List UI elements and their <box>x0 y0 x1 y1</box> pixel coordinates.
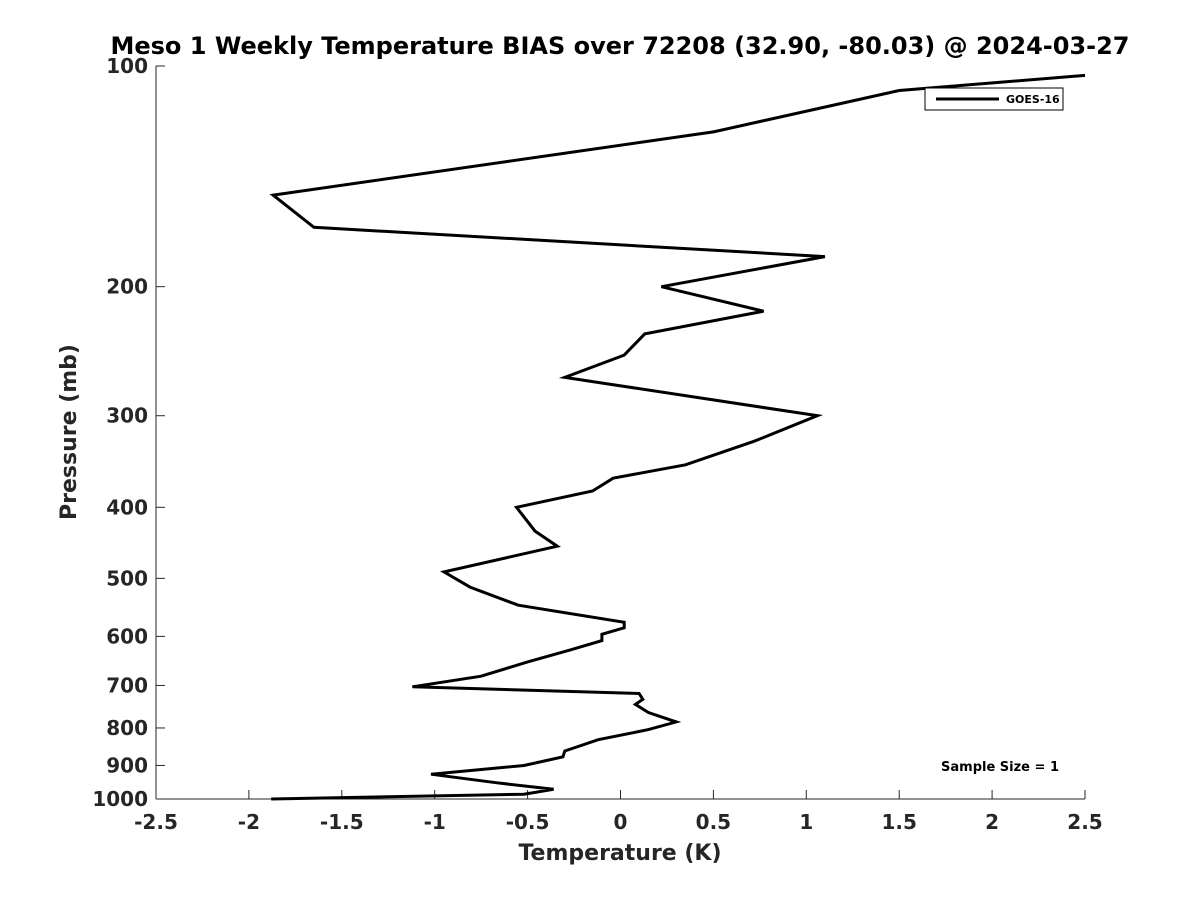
x-tick-label: 0 <box>614 810 628 834</box>
x-tick-label: 1.5 <box>881 810 916 834</box>
y-tick-label: 100 <box>106 54 148 78</box>
x-tick-label: 2 <box>985 810 999 834</box>
legend-label: GOES-16 <box>1006 93 1060 106</box>
legend: GOES-16 <box>924 87 1064 111</box>
y-ticks: 100 200 300 400 500 600 700 800 900 1000 <box>92 54 165 811</box>
x-tick-label: 1 <box>799 810 813 834</box>
series-line <box>269 73 1086 801</box>
x-tick-label: -0.5 <box>506 810 550 834</box>
x-tick-label: -1.5 <box>320 810 364 834</box>
x-tick-label: -1 <box>424 810 446 834</box>
series-layer <box>269 73 1086 801</box>
y-tick-label: 300 <box>106 404 148 428</box>
sample-size-annotation: Sample Size = 1 <box>941 760 1059 775</box>
x-ticks: -2.5 -2 -1.5 -1 -0.5 0 0.5 1 1.5 2 2.5 <box>134 790 1103 834</box>
y-tick-label: 900 <box>106 753 148 777</box>
y-tick-label: 800 <box>106 716 148 740</box>
y-tick-label: 1000 <box>92 787 148 811</box>
x-tick-label: -2.5 <box>134 810 178 834</box>
x-axis-label: Temperature (K) <box>518 841 721 866</box>
plot-area <box>156 66 1085 799</box>
y-tick-label: 600 <box>106 624 148 648</box>
y-axis-label: Pressure (mb) <box>57 344 82 520</box>
y-tick-label: 200 <box>106 275 148 299</box>
x-tick-label: -2 <box>238 810 260 834</box>
y-tick-label: 500 <box>106 566 148 590</box>
y-tick-label: 400 <box>106 495 148 519</box>
x-tick-label: 0.5 <box>696 810 731 834</box>
chart-title: Meso 1 Weekly Temperature BIAS over 7220… <box>110 32 1129 60</box>
x-tick-label: 2.5 <box>1067 810 1102 834</box>
y-tick-label: 700 <box>106 673 148 697</box>
